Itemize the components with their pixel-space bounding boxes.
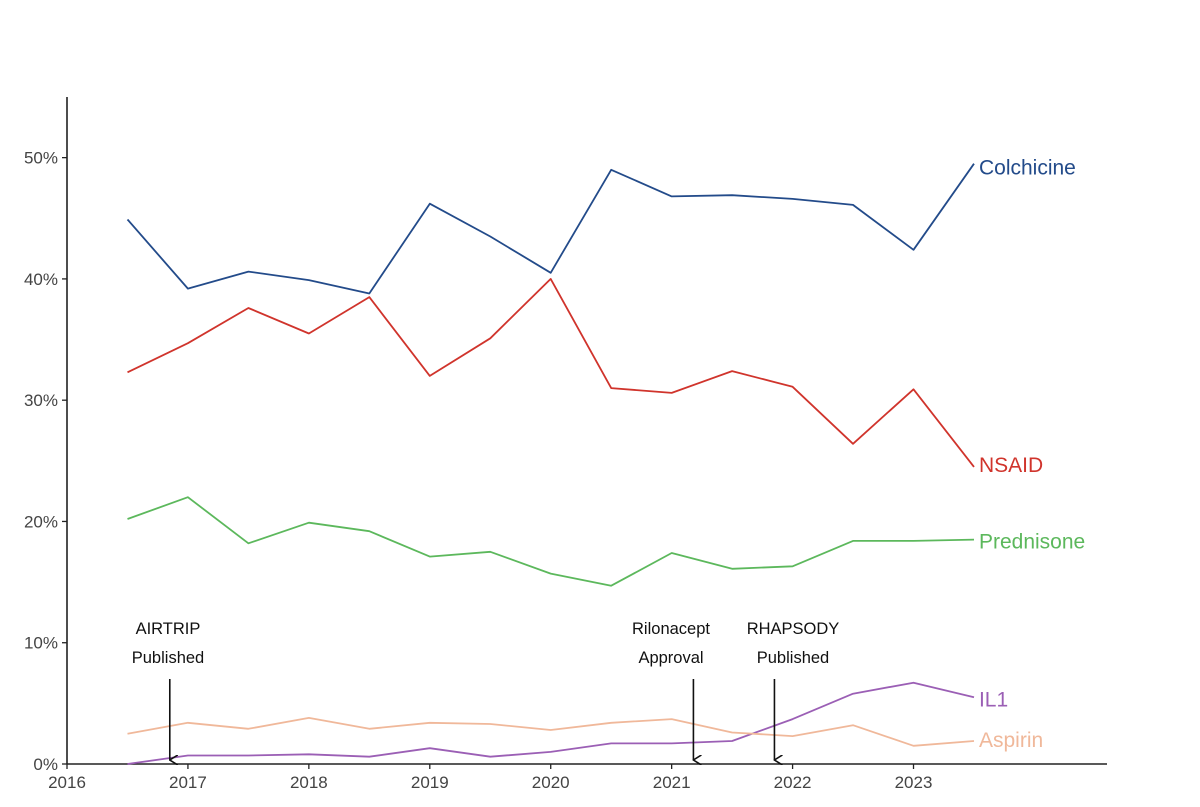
y-tick-label: 50%: [24, 149, 58, 168]
series-layer: [126, 163, 975, 765]
series-labels: Colchicine NSAID Prednisone IL1 Aspirin: [979, 157, 1085, 752]
series-line-il1: [127, 681, 975, 765]
x-tick-label: 2023: [895, 773, 933, 792]
x-tick-label: 2019: [411, 773, 449, 792]
x-tick-label: 2021: [653, 773, 691, 792]
annotation-text-line: Rilonacept: [632, 620, 710, 638]
axes: 0% 10% 20% 30% 40% 50% 2016 2017 2018 2019 2020 202…: [24, 97, 1107, 792]
annotation-text-line: Approval: [638, 649, 703, 667]
y-tick-label: 20%: [24, 512, 58, 531]
series-label-colchicine: Colchicine: [979, 157, 1076, 180]
series-label-il1: IL1: [979, 688, 1008, 711]
y-tick-label: 30%: [24, 391, 58, 410]
annotation-text-line: RHAPSODY: [747, 620, 840, 638]
series-line-aspirin: [127, 717, 975, 747]
x-tick-label: 2018: [290, 773, 328, 792]
annotation-text-line: AIRTRIP: [136, 620, 201, 638]
annotation-text-line: Published: [132, 649, 204, 667]
series-line-prednisone: [127, 496, 975, 587]
y-tick-label: 10%: [24, 634, 58, 653]
annotation-text-line: Published: [757, 649, 829, 667]
y-tick-label: 40%: [24, 270, 58, 289]
annotation-2: RHAPSODY Published: [747, 620, 840, 760]
annotations: AIRTRIP Published Rilonacept Approval RHAPSO…: [132, 620, 840, 760]
annotation-0: AIRTRIP Published: [132, 620, 204, 760]
x-tick-label: 2016: [48, 773, 86, 792]
series-label-prednisone: Prednisone: [979, 531, 1085, 554]
series-line-colchicine: [126, 163, 975, 295]
series-line-nsaid: [127, 277, 975, 468]
y-tick-label: 0%: [33, 755, 58, 774]
x-tick-label: 2022: [774, 773, 812, 792]
x-tick-label: 2017: [169, 773, 207, 792]
x-tick-label: 2020: [532, 773, 570, 792]
series-label-aspirin: Aspirin: [979, 729, 1043, 752]
annotation-1: Rilonacept Approval: [632, 620, 710, 760]
series-label-nsaid: NSAID: [979, 454, 1043, 477]
